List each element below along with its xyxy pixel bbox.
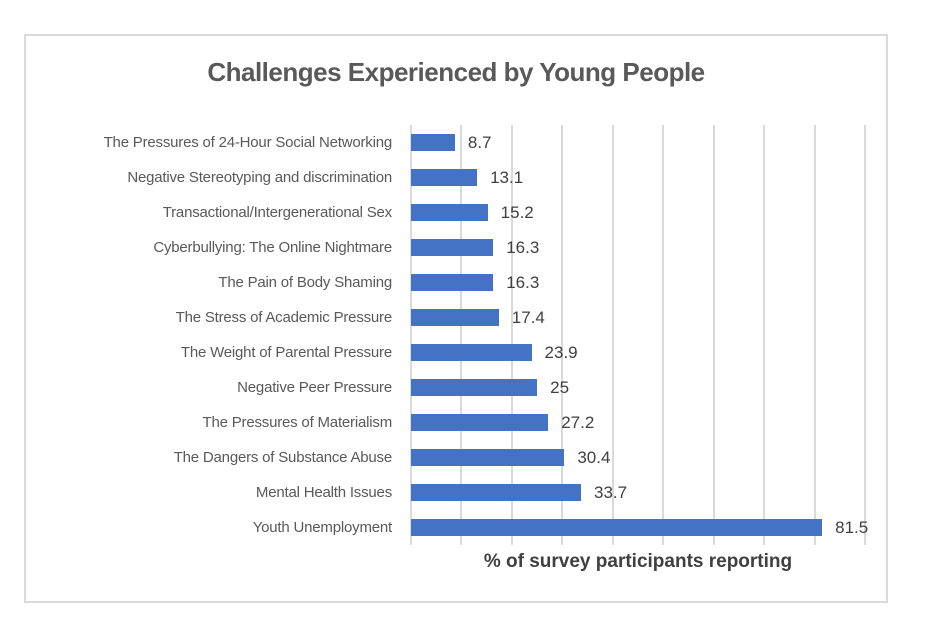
bar-value-label: 16.3 — [506, 273, 540, 292]
bar-rows: 8.7 13.1 15.2 16.3 16.3 17.4 23.9 25 27.2 30.4 33.… — [411, 125, 869, 545]
bar-value-label: 13.1 — [490, 168, 524, 187]
bar — [411, 519, 823, 536]
bar — [411, 449, 565, 466]
bar-row: 8.7 — [411, 125, 865, 160]
bar — [411, 414, 549, 431]
bar-value-label: 8.7 — [467, 133, 492, 152]
category-label: The Weight of Parental Pressure — [180, 344, 392, 361]
category-label: Mental Health Issues — [255, 484, 392, 501]
chart-frame: Challenges Experienced by Young People T… — [24, 34, 888, 603]
gridline — [813, 125, 816, 545]
category-label: Negative Stereotyping and discrimination — [127, 169, 392, 186]
gridline — [712, 125, 715, 545]
bar-row: 30.4 — [411, 440, 865, 475]
category-label: Transactional/Intergenerational Sex — [162, 204, 392, 221]
category-label: The Pain of Body Shaming — [218, 274, 392, 291]
gridline — [460, 125, 463, 545]
gridline — [410, 125, 412, 545]
bar — [411, 134, 455, 151]
category-axis-labels: The Pressures of 24-Hour Social Networki… — [32, 125, 393, 545]
gridline — [611, 125, 614, 545]
bar-row: 15.2 — [411, 195, 865, 230]
category-label: The Dangers of Substance Abuse — [173, 449, 393, 466]
bar-row: 27.2 — [411, 405, 865, 440]
bar — [411, 169, 478, 186]
category-label: The Stress of Academic Pressure — [175, 309, 393, 326]
category-label: Cyberbullying: The Online Nightmare — [153, 239, 392, 256]
bar-value-label: 23.9 — [544, 343, 578, 362]
bar-row: 25 — [411, 370, 865, 405]
bar-row: 23.9 — [411, 335, 865, 370]
bar-row: 33.7 — [411, 475, 865, 510]
bar-value-label: 15.2 — [500, 203, 534, 222]
gridline — [510, 125, 513, 545]
bar — [411, 484, 581, 501]
bar-value-label: 17.4 — [511, 308, 545, 327]
category-label: Negative Peer Pressure — [237, 379, 392, 396]
category-label: The Pressures of Materialism — [202, 414, 393, 431]
gridline — [864, 125, 866, 545]
bar — [411, 274, 494, 291]
bar — [411, 204, 488, 221]
gridline — [561, 125, 564, 545]
category-label: Youth Unemployment — [252, 519, 392, 536]
bar-row: 81.5 — [411, 510, 869, 545]
bar-value-label: 25 — [550, 378, 570, 397]
plot-area: 8.7 13.1 15.2 16.3 16.3 17.4 23.9 25 27.2 30.4 33.… — [410, 125, 869, 545]
chart-title: Challenges Experienced by Young People — [207, 57, 705, 87]
bar-row: 16.3 — [411, 230, 865, 265]
gridline — [763, 125, 766, 545]
bar — [411, 379, 538, 396]
bar-row: 17.4 — [411, 300, 865, 335]
bar — [411, 309, 499, 326]
bar-row: 13.1 — [411, 160, 865, 195]
bar-value-label: 33.7 — [593, 483, 628, 502]
bar-value-label: 81.5 — [835, 518, 869, 537]
bar-value-label: 16.3 — [506, 238, 540, 257]
category-label: The Pressures of 24-Hour Social Networki… — [103, 134, 393, 151]
gridline — [662, 125, 665, 545]
bar — [411, 344, 532, 361]
bar-row: 16.3 — [411, 265, 865, 300]
bar — [411, 239, 494, 256]
bar-value-label: 27.2 — [561, 413, 595, 432]
bar-value-label: 30.4 — [577, 448, 611, 467]
x-axis-title: % of survey participants reporting — [483, 551, 793, 572]
